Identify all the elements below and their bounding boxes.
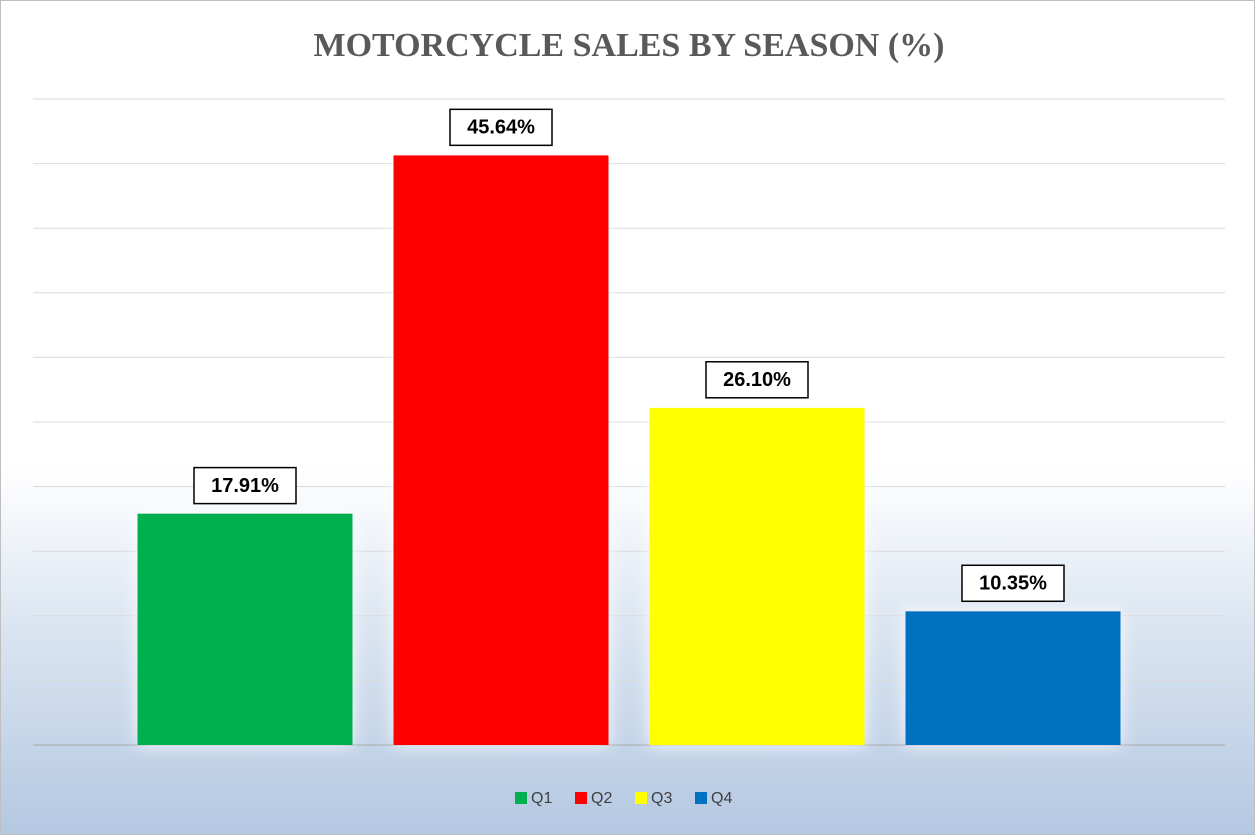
data-label: 17.91% — [211, 475, 279, 497]
bar — [905, 611, 1121, 745]
legend-swatch — [635, 792, 647, 804]
data-label-box — [193, 466, 297, 505]
data-label-box — [449, 108, 553, 147]
data-label-box — [961, 564, 1065, 603]
legend-swatch — [515, 792, 527, 804]
legend-label: Q1 — [531, 790, 552, 807]
legend-label: Q2 — [591, 790, 612, 807]
legend-label: Q3 — [651, 790, 672, 807]
bar — [137, 513, 353, 745]
bar — [649, 407, 865, 745]
legend-label: Q4 — [711, 790, 732, 807]
legend-swatch — [575, 792, 587, 804]
legend-swatch — [695, 792, 707, 804]
data-label: 26.10% — [723, 369, 791, 391]
data-label: 10.35% — [979, 573, 1047, 595]
bar — [393, 155, 609, 746]
data-label-box — [705, 361, 809, 399]
data-label: 45.64% — [467, 117, 535, 139]
chart-title: MOTORCYCLE SALES BY SEASON (%) — [313, 27, 944, 64]
